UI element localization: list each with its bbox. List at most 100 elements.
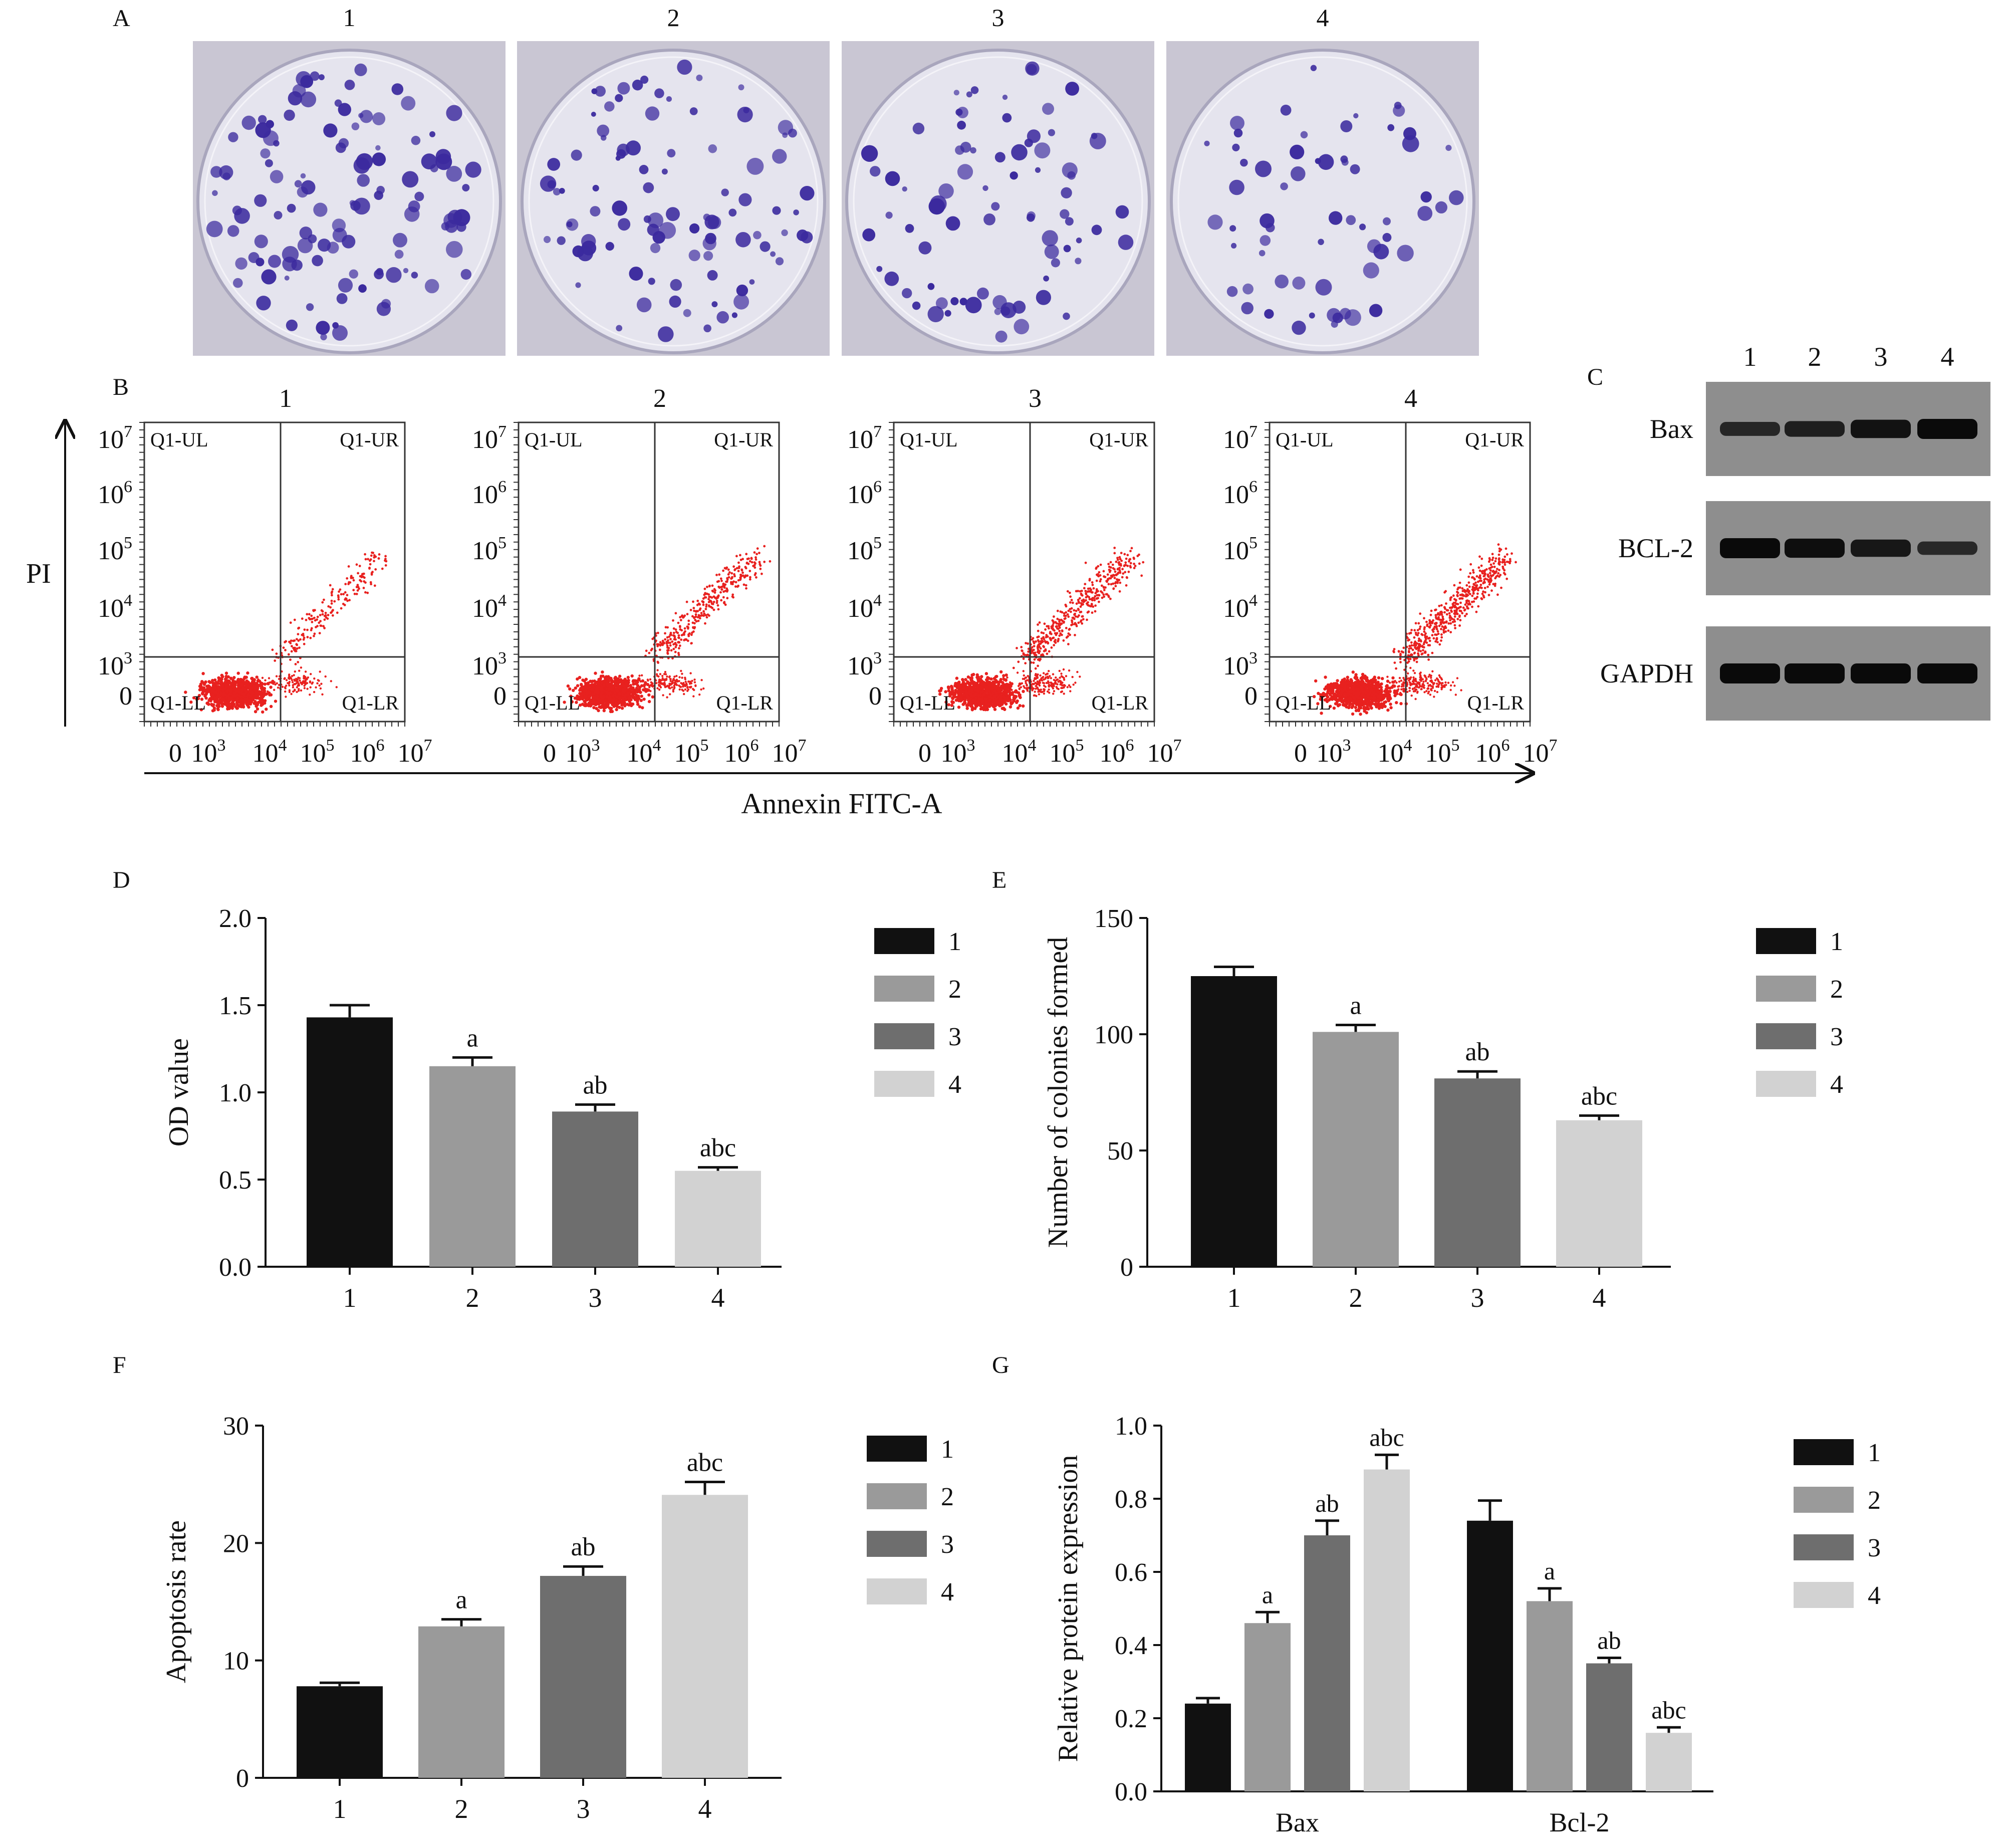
tick-base: 10 bbox=[472, 594, 498, 623]
event-dot bbox=[306, 677, 308, 680]
event-dot bbox=[691, 679, 693, 682]
event-dot bbox=[1071, 675, 1074, 678]
colony bbox=[604, 101, 615, 112]
event-dot bbox=[763, 545, 766, 548]
event-dot bbox=[947, 703, 951, 707]
event-dot bbox=[285, 684, 288, 687]
event-dot bbox=[1061, 684, 1064, 687]
event-dot bbox=[254, 693, 258, 697]
event-dot bbox=[208, 680, 212, 684]
event-dot bbox=[377, 557, 380, 560]
event-dot bbox=[1119, 563, 1122, 566]
event-dot bbox=[636, 703, 640, 706]
event-dot bbox=[680, 669, 682, 672]
event-dot bbox=[702, 603, 705, 606]
colony bbox=[983, 213, 995, 225]
event-dot bbox=[1056, 683, 1059, 685]
event-dot bbox=[1103, 589, 1106, 591]
event-dot bbox=[957, 685, 961, 689]
colony bbox=[372, 112, 386, 125]
colony bbox=[1315, 279, 1332, 296]
event-dot bbox=[661, 677, 664, 679]
event-dot bbox=[605, 682, 609, 686]
event-dot bbox=[232, 676, 236, 679]
tick-base: 10 bbox=[98, 425, 124, 454]
colony bbox=[626, 140, 641, 156]
event-dot bbox=[297, 639, 300, 642]
colony bbox=[338, 278, 353, 293]
event-dot bbox=[623, 677, 627, 681]
event-dot bbox=[1059, 676, 1061, 679]
colony bbox=[647, 212, 664, 228]
event-dot bbox=[1052, 687, 1055, 690]
event-dot bbox=[1068, 591, 1071, 594]
event-dot bbox=[563, 701, 566, 704]
x-tick-label: 0 bbox=[543, 739, 556, 768]
event-dot bbox=[336, 611, 339, 614]
event-dot bbox=[578, 691, 582, 696]
event-dot bbox=[957, 680, 961, 684]
colony bbox=[749, 279, 755, 285]
event-dot bbox=[342, 593, 345, 596]
event-dot bbox=[663, 673, 666, 675]
event-dot bbox=[579, 697, 583, 700]
event-dot bbox=[1069, 608, 1072, 610]
event-dot bbox=[710, 596, 713, 599]
event-dot bbox=[984, 703, 988, 707]
event-dot bbox=[1094, 610, 1097, 613]
colony bbox=[1264, 309, 1274, 319]
event-dot bbox=[381, 567, 384, 570]
event-dot bbox=[246, 702, 250, 706]
event-dot bbox=[1000, 707, 1004, 711]
x-tick-label: 107 bbox=[772, 736, 807, 768]
colony bbox=[1065, 82, 1080, 96]
event-dot bbox=[200, 680, 204, 683]
event-dot bbox=[1058, 669, 1061, 672]
event-dot bbox=[364, 581, 367, 584]
event-dot bbox=[595, 707, 598, 711]
colony bbox=[274, 211, 283, 219]
tick-exponent: 6 bbox=[873, 478, 882, 496]
event-dot bbox=[1079, 620, 1082, 623]
event-dot bbox=[319, 670, 321, 673]
event-dot bbox=[214, 680, 218, 684]
event-dot bbox=[696, 610, 699, 612]
event-dot bbox=[678, 647, 680, 650]
event-dot bbox=[305, 682, 307, 685]
event-dot bbox=[289, 621, 292, 624]
event-dot bbox=[749, 576, 751, 579]
event-dot bbox=[687, 680, 690, 683]
event-dot bbox=[614, 675, 617, 679]
event-dot bbox=[732, 580, 735, 583]
event-dot bbox=[961, 678, 964, 681]
tick-exponent: 4 bbox=[873, 591, 882, 610]
event-dot bbox=[668, 686, 670, 689]
event-dot bbox=[1043, 690, 1046, 692]
event-dot bbox=[369, 563, 372, 566]
event-dot bbox=[690, 642, 693, 645]
event-dot bbox=[1142, 561, 1145, 564]
event-dot bbox=[1004, 678, 1008, 682]
event-dot bbox=[323, 598, 325, 601]
event-dot bbox=[1098, 571, 1101, 574]
event-dot bbox=[600, 705, 604, 709]
tick-exponent: 3 bbox=[217, 736, 226, 755]
event-dot bbox=[976, 675, 980, 679]
event-dot bbox=[609, 710, 613, 714]
event-dot bbox=[298, 689, 300, 692]
event-dot bbox=[1004, 702, 1008, 706]
event-dot bbox=[238, 695, 242, 699]
event-dot bbox=[967, 701, 970, 705]
event-dot bbox=[227, 679, 231, 683]
event-dot bbox=[1118, 590, 1121, 593]
colony bbox=[210, 166, 222, 178]
event-dot bbox=[224, 671, 228, 675]
colony bbox=[1043, 275, 1050, 282]
event-dot bbox=[289, 658, 292, 661]
event-dot bbox=[584, 703, 588, 706]
event-dot bbox=[578, 675, 582, 679]
event-dot bbox=[1048, 670, 1050, 672]
event-dot bbox=[291, 645, 293, 647]
event-dot bbox=[1009, 705, 1013, 709]
event-dot bbox=[609, 701, 612, 704]
